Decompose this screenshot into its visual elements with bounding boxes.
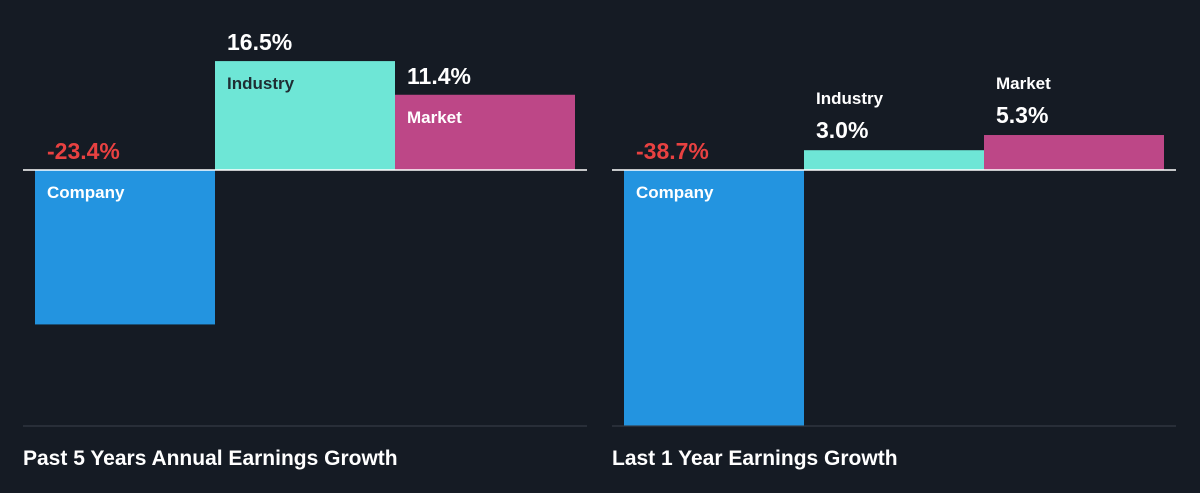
category-label-market-chart-2: Market [996, 74, 1051, 93]
bar-company-chart-1 [35, 170, 215, 325]
bar-company-chart-2 [624, 170, 804, 426]
bar-market-chart-2 [984, 135, 1164, 170]
category-label-company-chart-2: Company [636, 183, 714, 202]
chart-title-2: Last 1 Year Earnings Growth [612, 447, 898, 470]
value-label-company-chart-2: -38.7% [636, 138, 709, 164]
bar-industry-chart-2 [804, 150, 984, 170]
value-label-market-chart-1: 11.4% [407, 63, 471, 89]
value-label-company-chart-1: -23.4% [47, 138, 120, 164]
bar-industry-chart-1 [215, 61, 395, 170]
chart-title-1: Past 5 Years Annual Earnings Growth [23, 447, 398, 470]
value-label-industry-chart-2: 3.0% [816, 117, 868, 143]
category-label-market-chart-1: Market [407, 108, 462, 127]
category-label-company-chart-1: Company [47, 183, 125, 202]
bar-market-chart-1 [395, 94, 575, 170]
category-label-industry-chart-1: Industry [227, 74, 295, 93]
value-label-market-chart-2: 5.3% [996, 102, 1048, 128]
value-label-industry-chart-1: 16.5% [227, 29, 292, 55]
category-label-industry-chart-2: Industry [816, 89, 884, 108]
